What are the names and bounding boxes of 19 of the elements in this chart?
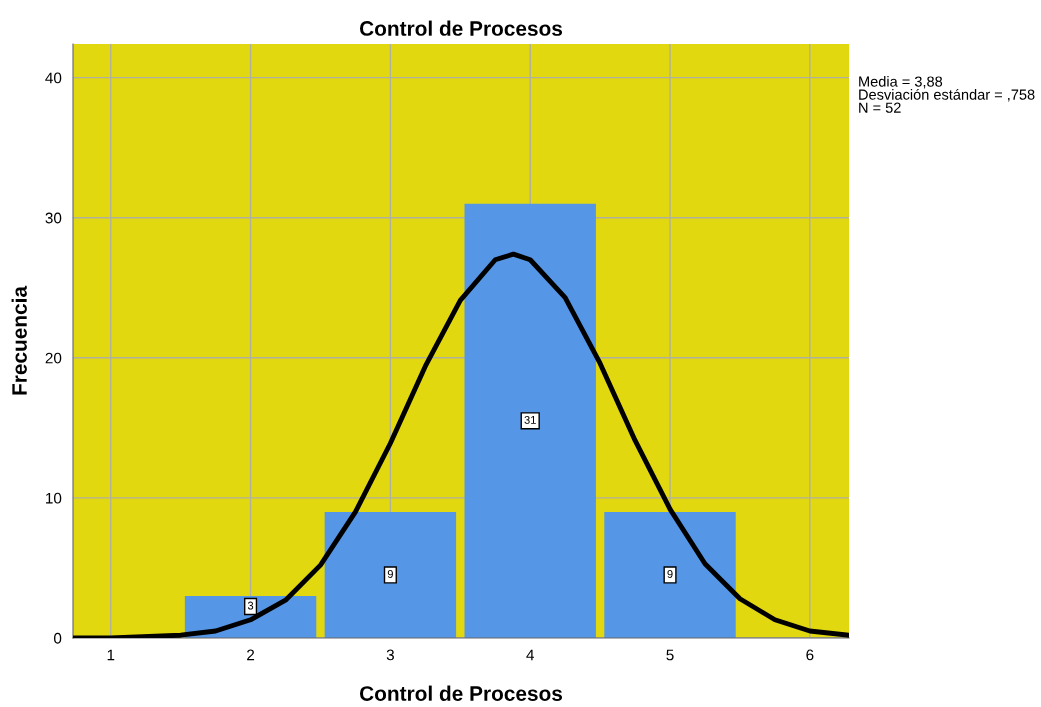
x-axis-title: Control de Procesos	[359, 685, 563, 701]
x-tick-label: 2	[247, 649, 255, 661]
y-axis-title: Frecuencia	[11, 285, 27, 395]
y-tick-label: 20	[45, 352, 62, 364]
text: Media = 3,88 Desviación estándar = ,758 N = 52	[859, 76, 1035, 113]
data-label: 9	[387, 570, 393, 578]
chart-title: Control de Procesos	[359, 20, 563, 36]
data-label: 31	[524, 415, 536, 424]
y-tick-label: 30	[45, 212, 62, 224]
data-label: 3	[247, 601, 254, 610]
x-tick-label: 1	[107, 649, 115, 661]
y-tick-label: 40	[45, 72, 62, 84]
y-tick-label: 10	[46, 492, 62, 504]
x-tick-label: 6	[806, 649, 814, 661]
x-tick-label: 3	[386, 649, 394, 661]
x-tick-label: 5	[666, 649, 674, 661]
y-tick-label: 0	[53, 632, 62, 644]
data-label: 9	[667, 570, 673, 578]
x-tick-label: 4	[526, 649, 535, 661]
